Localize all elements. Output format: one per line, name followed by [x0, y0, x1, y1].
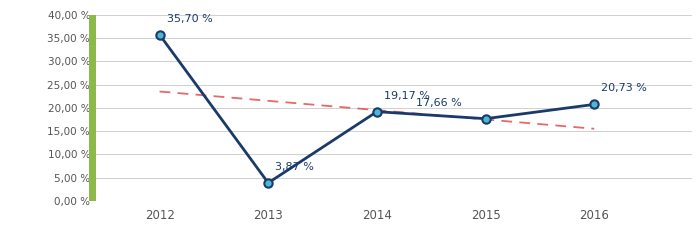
Text: 3,87 %: 3,87 % — [275, 162, 314, 172]
Text: 17,66 %: 17,66 % — [416, 98, 462, 108]
Text: 35,70 %: 35,70 % — [166, 14, 212, 24]
Text: 20,73 %: 20,73 % — [601, 83, 647, 93]
Text: 19,17 %: 19,17 % — [384, 91, 430, 100]
